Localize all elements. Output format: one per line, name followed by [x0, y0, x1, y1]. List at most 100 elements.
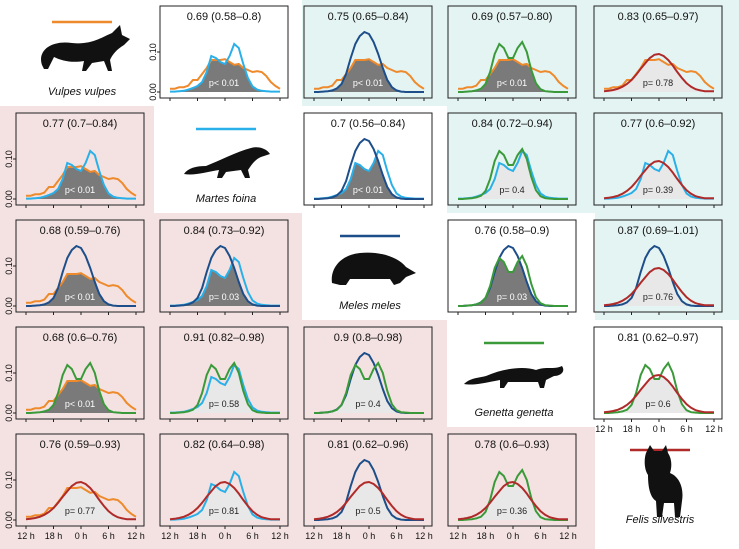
overlap-area [170, 264, 280, 306]
overlap-area [314, 157, 424, 199]
species-cell: Vulpes vulpes [41, 20, 130, 98]
panel-frame [159, 219, 289, 313]
density-curve-martes-foina [170, 470, 280, 521]
p-value: p< 0.01 [353, 185, 383, 195]
overlap-estimate: 0.82 (0.64–0.98) [184, 439, 265, 451]
species-name: Felis silvestris [626, 514, 695, 526]
lower-triangle-background [0, 106, 595, 549]
overlap-panel: 0.82 (0.64–0.98) p= 0.81 12 h 18 h 0 h 6 h 12 … [159, 433, 289, 541]
overlap-area [604, 163, 714, 199]
overlap-area [458, 483, 568, 520]
panel-frame [159, 433, 289, 527]
panel-frame [447, 5, 577, 99]
overlap-panel: 0.76 (0.59–0.93) p= 0.77 0.00 0.10 12 h 18 h 0… [4, 433, 145, 541]
overlap-panel: 0.87 (0.69–1.01) p= 0.76 [593, 219, 723, 315]
panel-frame [593, 326, 723, 420]
overlap-estimate: 0.68 (0.6–0.76) [43, 332, 118, 344]
overlap-estimate: 0.77 (0.7–0.84) [43, 118, 118, 130]
x-tick-label: 0 h [75, 531, 88, 541]
p-value: p= 0.39 [643, 185, 673, 195]
density-curve-vulpes-vulpes [604, 58, 715, 90]
x-tick-label: 18 h [333, 531, 351, 541]
density-curve-felis-silvestris [603, 52, 714, 93]
overlap-estimate: 0.68 (0.59–0.76) [40, 225, 121, 237]
density-curve-vulpes-vulpes [458, 58, 569, 90]
x-tick-label: 12 h [161, 531, 179, 541]
species-cell: Meles meles [331, 234, 416, 312]
p-value: p= 0.5 [355, 506, 380, 516]
p-value: p= 0.76 [643, 292, 673, 302]
density-curve-martes-foina [170, 42, 280, 93]
species-cell: Martes foina [184, 127, 270, 205]
panel-frame [593, 219, 723, 313]
fox-silhouette-icon [41, 25, 130, 71]
overlap-area [170, 484, 280, 520]
density-curve-felis-silvestris [457, 480, 568, 521]
overlap-area [170, 365, 280, 413]
density-curve-martes-foina [26, 149, 136, 200]
x-tick-label: 18 h [623, 424, 641, 434]
wildcat-silhouette-icon [644, 445, 683, 517]
species-name: Martes foina [196, 193, 257, 205]
overlap-estimate: 0.77 (0.6–0.92) [621, 118, 696, 130]
p-value: p< 0.01 [65, 185, 95, 195]
x-tick-label: 12 h [449, 531, 467, 541]
overlap-estimate: 0.9 (0.8–0.98) [334, 332, 403, 344]
x-tick-label: 12 h [127, 531, 145, 541]
panel-frame [593, 5, 723, 99]
species-cell: Felis silvestris [626, 445, 695, 526]
x-tick-label: 12 h [595, 424, 613, 434]
overlap-area [314, 365, 424, 413]
panel-frame [447, 219, 577, 313]
overlap-panel: 0.84 (0.73–0.92) p= 0.03 [159, 219, 289, 315]
overlap-area [604, 376, 714, 413]
overlap-area [314, 482, 424, 520]
y-tick-label: 0.00 [4, 190, 14, 208]
y-tick-label: 0.10 [4, 257, 14, 275]
p-value: p= 0.4 [499, 185, 524, 195]
overlap-estimate: 0.78 (0.6–0.93) [475, 439, 550, 451]
overlap-estimate: 0.87 (0.69–1.01) [618, 225, 699, 237]
p-value: p= 0.81 [209, 506, 239, 516]
density-curve-vulpes-vulpes [26, 379, 137, 411]
x-tick-label: 6 h [390, 531, 403, 541]
x-tick-label: 18 h [477, 531, 495, 541]
overlap-estimate: 0.81 (0.62–0.96) [328, 439, 409, 451]
overlap-panel: 0.77 (0.6–0.92) p= 0.39 [593, 112, 723, 208]
y-tick-label: 0.10 [4, 364, 14, 382]
badger-silhouette-icon [331, 252, 416, 285]
overlap-panel: 0.68 (0.6–0.76) p< 0.01 0.00 0.10 [4, 326, 145, 422]
density-curve-meles-meles [314, 137, 424, 200]
species-name: Meles meles [339, 300, 401, 312]
overlap-panel: 0.7 (0.56–0.84) p< 0.01 [303, 112, 433, 208]
overlap-panel: 0.81 (0.62–0.97) p= 0.6 12 h 18 h 0 h 6 h 12 h [593, 326, 723, 434]
density-curve-genetta-genetta [314, 361, 424, 414]
upper-triangle-background [154, 0, 739, 320]
overlap-area [26, 380, 136, 413]
x-tick-label: 0 h [507, 531, 520, 541]
overlap-panel: 0.9 (0.8–0.98) p= 0.4 [303, 326, 433, 422]
y-tick-label: 0.00 [4, 511, 14, 529]
overlap-estimate: 0.84 (0.72–0.94) [472, 118, 553, 130]
density-curve-genetta-genetta [458, 468, 568, 521]
overlap-estimate: 0.69 (0.57–0.80) [472, 11, 553, 23]
overlap-panel: 0.91 (0.82–0.98) p= 0.58 [159, 326, 289, 422]
overlap-estimate: 0.69 (0.58–0.8) [187, 11, 262, 23]
x-tick-label: 6 h [102, 531, 115, 541]
density-curve-felis-silvestris [25, 480, 136, 521]
overlap-panel: 0.76 (0.58–0.9) p= 0.03 [447, 219, 577, 315]
x-tick-label: 12 h [559, 531, 577, 541]
species-cell: Genetta genetta [464, 341, 564, 419]
p-value: p= 0.58 [209, 399, 239, 409]
panel-frame [593, 112, 723, 206]
y-tick-label: 0.00 [4, 297, 14, 315]
y-tick-label: 0.10 [4, 471, 14, 489]
x-tick-label: 0 h [653, 424, 666, 434]
overlap-panel: 0.84 (0.72–0.94) p= 0.4 [447, 112, 577, 208]
x-tick-label: 0 h [363, 531, 376, 541]
density-curve-genetta-genetta [458, 254, 568, 307]
density-curve-vulpes-vulpes [314, 58, 425, 90]
overlap-area [314, 59, 424, 92]
